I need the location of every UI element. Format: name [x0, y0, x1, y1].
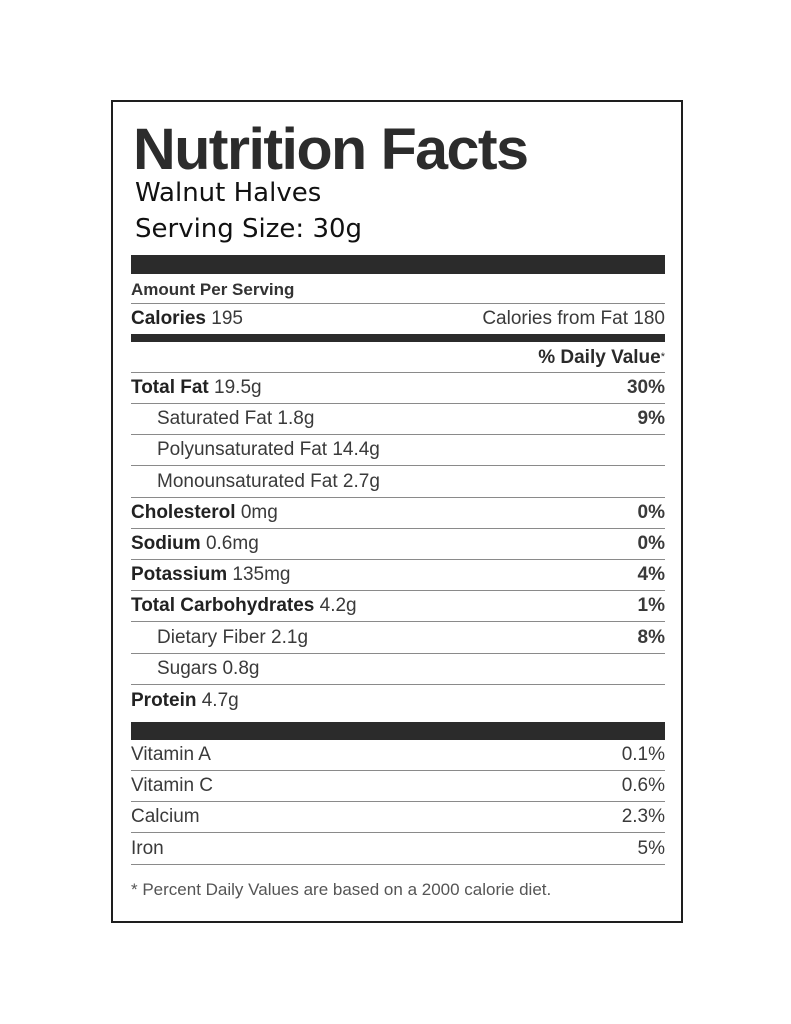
vitamin-row-calcium: Calcium 2.3% [131, 802, 665, 833]
nutrient-dv: 1% [637, 595, 665, 616]
nutrient-dv: 4% [637, 564, 665, 585]
vitamin-row-a: Vitamin A 0.1% [131, 740, 665, 771]
vitamin-dv: 2.3% [621, 806, 665, 827]
nutrient-row-dietary-fiber: Dietary Fiber 2.1g 8% [131, 622, 665, 654]
nutrient-amount: 4.7g [201, 690, 239, 711]
product-name: Walnut Halves [135, 178, 322, 208]
nutrient-dv: 8% [637, 626, 665, 648]
nutrient-row-sugars: Sugars 0.8g [131, 654, 665, 685]
nutrient-label: Cholesterol [131, 502, 236, 523]
serving-size: Serving Size: 30g [135, 214, 363, 244]
nutrient-dv: 9% [637, 408, 665, 429]
vitamin-dv: 5% [637, 837, 665, 859]
vitamin-label: Vitamin C [131, 775, 214, 796]
nutrient-amount: 0.6mg [205, 533, 259, 554]
nutrient-label: Sodium [131, 533, 201, 554]
vitamin-label: Calcium [131, 806, 200, 827]
nutrient-label: Polyunsaturated Fat [157, 439, 328, 460]
calories-row: Calories 195 Calories from Fat 180 [131, 304, 665, 334]
nutrient-amount: 2.1g [271, 626, 309, 648]
nutrient-amount: 19.5g [214, 377, 262, 398]
calories-from-fat: Calories from Fat 180 [482, 308, 665, 329]
nutrient-amount: 0mg [240, 502, 278, 523]
nutrient-label: Total Fat [131, 377, 209, 398]
amount-per-serving: Amount Per Serving [131, 276, 665, 304]
vitamin-row-c: Vitamin C 0.6% [131, 771, 665, 802]
vitamin-label: Vitamin A [131, 744, 211, 765]
nutrient-dv: 0% [637, 502, 665, 523]
thick-divider-top [131, 255, 665, 274]
nutrient-row-saturated-fat: Saturated Fat 1.8g 9% [131, 404, 665, 435]
nutrition-label: Nutrition Facts Walnut Halves Serving Si… [111, 100, 683, 923]
nutrient-amount: 14.4g [332, 439, 380, 460]
nutrient-label: Monounsaturated Fat [157, 470, 338, 492]
nutrient-row-potassium: Potassium 135mg 4% [131, 560, 665, 591]
nutrient-label: Saturated Fat [157, 408, 273, 429]
nutrient-amount: 4.2g [319, 595, 357, 616]
nutrient-row-total-carbohydrates: Total Carbohydrates 4.2g 1% [131, 591, 665, 622]
nutrient-dv: 0% [637, 533, 665, 554]
medium-divider [131, 334, 665, 342]
thick-divider-bottom [131, 722, 665, 740]
nutrient-label: Dietary Fiber [157, 626, 266, 648]
daily-value-header: % Daily Value* [131, 342, 665, 373]
nutrient-row-sodium: Sodium 0.6mg 0% [131, 529, 665, 560]
nutrient-label: Potassium [131, 564, 228, 585]
nutrient-row-cholesterol: Cholesterol 0mg 0% [131, 498, 665, 529]
vitamin-dv: 0.1% [621, 744, 665, 765]
nutrient-label: Total Carbohydrates [131, 595, 315, 616]
nutrient-amount: 1.8g [277, 408, 315, 429]
calories-value: 195 [211, 308, 243, 329]
vitamin-dv: 0.6% [621, 775, 665, 796]
nutrient-row-polyunsaturated-fat: Polyunsaturated Fat 14.4g [131, 435, 665, 466]
vitamin-row-iron: Iron 5% [131, 833, 665, 865]
nutrient-dv: 30% [626, 377, 665, 398]
vitamin-label: Iron [131, 837, 164, 859]
label-title: Nutrition Facts [133, 117, 529, 182]
nutrient-label: Sugars [157, 658, 218, 679]
nutrient-amount: 0.8g [222, 658, 260, 679]
nutrient-label: Protein [131, 690, 197, 711]
footnote: * Percent Daily Values are based on a 20… [131, 880, 552, 899]
nutrient-row-protein: Protein 4.7g [131, 685, 665, 717]
nutrient-row-monounsaturated-fat: Monounsaturated Fat 2.7g [131, 466, 665, 498]
nutrient-amount: 135mg [232, 564, 291, 585]
daily-value-mark: * [660, 351, 665, 363]
calories-label: Calories [131, 308, 206, 329]
nutrient-amount: 2.7g [342, 470, 380, 492]
nutrient-row-total-fat: Total Fat 19.5g 30% [131, 373, 665, 404]
